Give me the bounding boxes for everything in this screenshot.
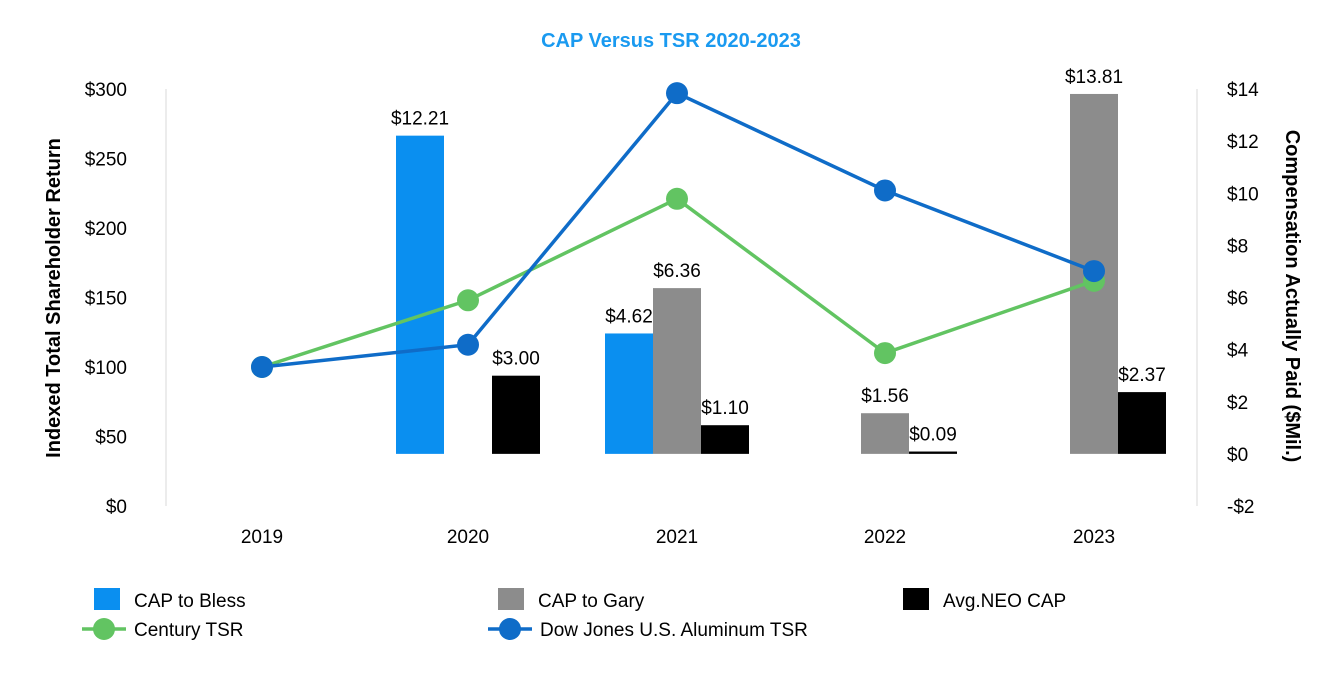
bar [861, 413, 909, 454]
right-tick-label: $10 [1227, 184, 1259, 205]
line-point [666, 187, 688, 210]
right-axis-ticks: -$2 $0 $2 $4 $6 $8 $10 $12 $14 [1227, 80, 1259, 518]
left-tick-label: $0 [106, 497, 127, 518]
x-tick-label: 2022 [864, 527, 906, 548]
bar [605, 333, 653, 454]
legend: CAP to Bless CAP to Gary Avg.NEO CAP Centur… [82, 588, 1066, 641]
line-series [251, 82, 1105, 378]
bar-value-label: $3.00 [492, 349, 540, 370]
line-point [457, 289, 479, 312]
legend-label: Dow Jones U.S. Aluminum TSR [540, 620, 808, 641]
right-tick-label: $2 [1227, 393, 1248, 414]
right-tick-label: $8 [1227, 236, 1248, 257]
line-point [874, 179, 896, 202]
left-tick-label: $50 [95, 428, 127, 449]
bar-value-labels: $12.21 $4.62 $6.36 $1.56 $13.81 $3.00 $1.10 $0.… [391, 67, 1166, 446]
left-tick-label: $200 [85, 219, 127, 240]
right-tick-label: $0 [1227, 445, 1248, 466]
legend-swatch [94, 588, 120, 610]
bar-value-label: $0.09 [909, 425, 957, 446]
left-tick-label: $250 [85, 150, 127, 171]
bar [1118, 392, 1166, 454]
right-tick-label: $12 [1227, 132, 1259, 153]
x-axis-ticks: 2019 2020 2021 2022 2023 [241, 527, 1115, 548]
legend-label: CAP to Gary [538, 591, 645, 612]
bar-value-label: $4.62 [605, 306, 653, 327]
right-tick-label: $14 [1227, 80, 1259, 101]
x-tick-label: 2019 [241, 527, 283, 548]
bar [653, 288, 701, 454]
right-tick-label: -$2 [1227, 497, 1254, 518]
left-tick-label: $300 [85, 80, 127, 101]
left-tick-label: $150 [85, 289, 127, 310]
legend-marker [499, 618, 521, 640]
x-tick-label: 2020 [447, 527, 489, 548]
line-point [251, 356, 273, 378]
bar [396, 135, 444, 454]
legend-swatch [903, 588, 929, 610]
line-point [457, 333, 479, 356]
legend-swatch [498, 588, 524, 610]
line-point [666, 82, 688, 105]
right-tick-label: $4 [1227, 341, 1249, 362]
left-axis-ticks: $0 $50 $100 $150 $200 $250 $300 [85, 80, 127, 518]
left-tick-label: $100 [85, 358, 127, 379]
chart-title: CAP Versus TSR 2020-2023 [541, 30, 801, 52]
bar [701, 425, 749, 454]
legend-label: Century TSR [134, 620, 243, 641]
bar-value-label: $1.10 [701, 398, 749, 419]
bar [909, 451, 957, 454]
left-axis-title: Indexed Total Shareholder Return [43, 138, 65, 458]
right-axis-title: Compensation Actually Paid ($Mil.) [1281, 130, 1303, 463]
bar-value-label: $2.37 [1118, 365, 1166, 386]
line-point [1083, 260, 1105, 283]
axis-lines [165, 89, 1198, 506]
x-tick-label: 2023 [1073, 527, 1115, 548]
legend-label: Avg.NEO CAP [943, 591, 1066, 612]
bar [492, 375, 540, 454]
bar-value-label: $13.81 [1065, 67, 1123, 88]
right-tick-label: $6 [1227, 289, 1248, 310]
bar-series [396, 93, 1166, 454]
x-tick-label: 2021 [656, 527, 698, 548]
line-point [874, 342, 896, 365]
legend-marker [93, 618, 115, 640]
legend-label: CAP to Bless [134, 591, 246, 612]
bar-value-label: $12.21 [391, 109, 449, 130]
bar-value-label: $1.56 [861, 386, 909, 407]
bar-value-label: $6.36 [653, 261, 701, 282]
